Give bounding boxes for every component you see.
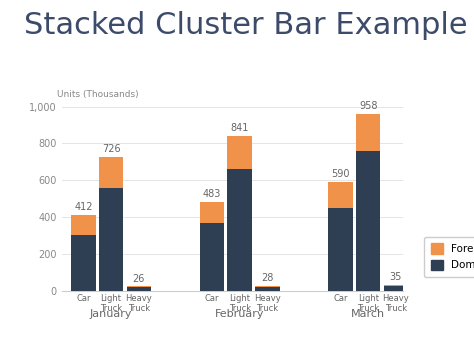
Bar xyxy=(127,287,151,291)
Bar xyxy=(228,136,252,169)
Text: 26: 26 xyxy=(133,274,145,284)
Text: Units (Thousands): Units (Thousands) xyxy=(57,90,138,99)
Text: 483: 483 xyxy=(203,189,221,199)
Legend: Foreign, Domestic: Foreign, Domestic xyxy=(424,237,474,277)
Bar xyxy=(356,151,381,291)
Bar xyxy=(328,208,353,291)
Text: February: February xyxy=(215,308,264,319)
Bar xyxy=(200,202,224,223)
Bar xyxy=(255,286,280,287)
Bar xyxy=(228,169,252,291)
Bar xyxy=(99,188,123,291)
Bar xyxy=(384,285,408,286)
Text: 28: 28 xyxy=(261,273,273,283)
Text: March: March xyxy=(351,308,385,319)
Bar xyxy=(127,286,151,287)
Text: 726: 726 xyxy=(102,144,120,154)
Text: January: January xyxy=(90,308,132,319)
Bar xyxy=(255,287,280,291)
Text: 35: 35 xyxy=(390,272,402,282)
Text: 841: 841 xyxy=(230,123,249,133)
Text: 412: 412 xyxy=(74,202,92,212)
Bar xyxy=(356,114,381,151)
Text: 590: 590 xyxy=(331,169,350,179)
Text: 958: 958 xyxy=(359,102,377,111)
Bar xyxy=(71,215,96,235)
Bar xyxy=(71,235,96,291)
Bar xyxy=(200,223,224,291)
Bar xyxy=(328,182,353,208)
Text: Stacked Cluster Bar Example: Stacked Cluster Bar Example xyxy=(24,11,467,40)
Bar xyxy=(384,286,408,291)
Bar xyxy=(99,157,123,188)
